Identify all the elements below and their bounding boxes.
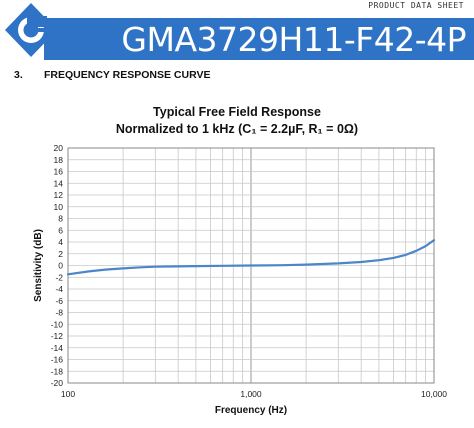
y-tick-label: 12 — [54, 190, 64, 200]
section-title: FREQUENCY RESPONSE CURVE — [44, 69, 211, 81]
y-axis-label: Sensitivity (dB) — [33, 229, 44, 302]
y-tick-label: 14 — [54, 178, 64, 188]
section-number: 3. — [14, 69, 23, 81]
y-tick-label: 18 — [54, 155, 64, 165]
header-banner — [44, 18, 474, 60]
y-tick-label: -8 — [55, 308, 63, 318]
y-tick-label: 8 — [58, 214, 63, 224]
y-tick-label: -12 — [51, 331, 64, 341]
y-tick-label: -14 — [51, 343, 64, 353]
plot-border — [67, 147, 435, 384]
y-tick-label: -20 — [51, 378, 64, 388]
chart-title: Typical Free Field Response — [153, 105, 321, 119]
chart-subtitle: Normalized to 1 kHz (C₁ = 2.2µF, R₁ = 0Ω… — [115, 122, 359, 136]
section-heading: 3. FREQUENCY RESPONSE CURVE — [14, 69, 210, 81]
y-tick-label: -10 — [51, 319, 64, 329]
y-tick-label: -4 — [55, 284, 63, 294]
y-tick-label: 0 — [58, 261, 63, 271]
y-tick-label: 4 — [58, 237, 63, 247]
model-number: GMA3729H11-F42-4P — [121, 20, 466, 59]
y-tick-label: 10 — [54, 202, 64, 212]
x-tick-label: 10,000 — [421, 389, 447, 399]
y-tick-label: 16 — [54, 167, 64, 177]
y-tick-label: -16 — [51, 355, 64, 365]
y-tick-label: -2 — [55, 272, 63, 282]
y-tick-label: -6 — [55, 296, 63, 306]
x-tick-label: 1,000 — [240, 389, 262, 399]
y-tick-label: 20 — [54, 143, 64, 153]
x-tick-label: 100 — [61, 389, 75, 399]
y-tick-label: -18 — [51, 366, 64, 376]
doc-type-label: PRODUCT DATA SHEET — [368, 1, 464, 10]
y-tick-label: 6 — [58, 225, 63, 235]
y-tick-label: 2 — [58, 249, 63, 259]
x-axis-label: Frequency (Hz) — [215, 405, 287, 416]
company-logo — [5, 3, 57, 57]
response-curve — [66, 239, 436, 276]
